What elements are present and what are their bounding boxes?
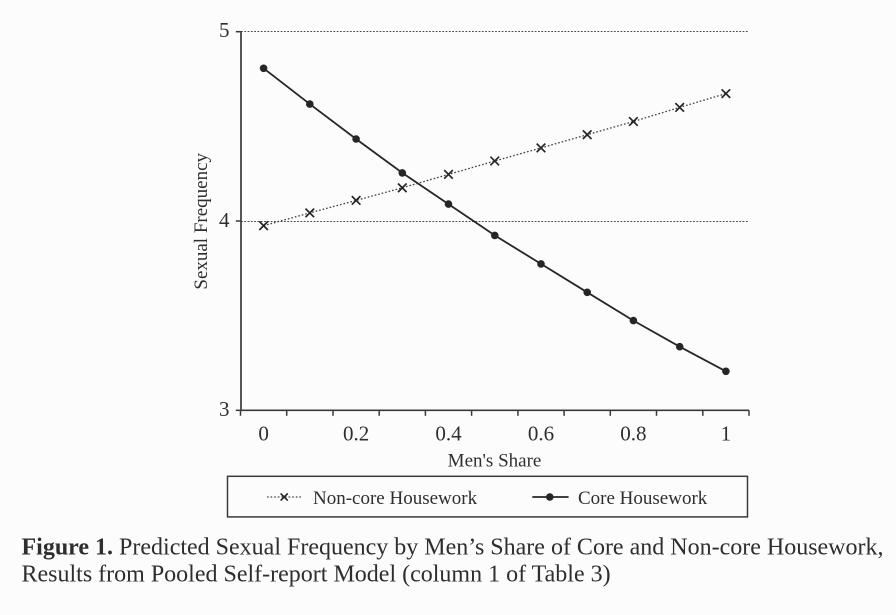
- svg-text:0.4: 0.4: [435, 422, 462, 446]
- svg-text:0.8: 0.8: [620, 422, 646, 446]
- svg-text:Results from Pooled Self-repor: Results from Pooled Self-report Model (c…: [22, 561, 611, 587]
- svg-text:0.2: 0.2: [343, 422, 369, 446]
- svg-text:Non-core Housework: Non-core Housework: [313, 488, 478, 509]
- svg-text:0.6: 0.6: [528, 422, 554, 446]
- svg-text:0: 0: [258, 422, 269, 446]
- svg-text:3: 3: [219, 397, 230, 421]
- svg-text:4: 4: [219, 208, 230, 232]
- svg-text:1: 1: [721, 422, 732, 446]
- svg-text:Men's Share: Men's Share: [448, 451, 542, 472]
- svg-text:Core Housework: Core Housework: [578, 488, 708, 509]
- svg-text:Figure 1. Predicted Sexual Fre: Figure 1. Predicted Sexual Frequency by …: [22, 534, 884, 560]
- svg-text:Sexual Frequency: Sexual Frequency: [191, 152, 212, 289]
- svg-text:5: 5: [219, 18, 230, 42]
